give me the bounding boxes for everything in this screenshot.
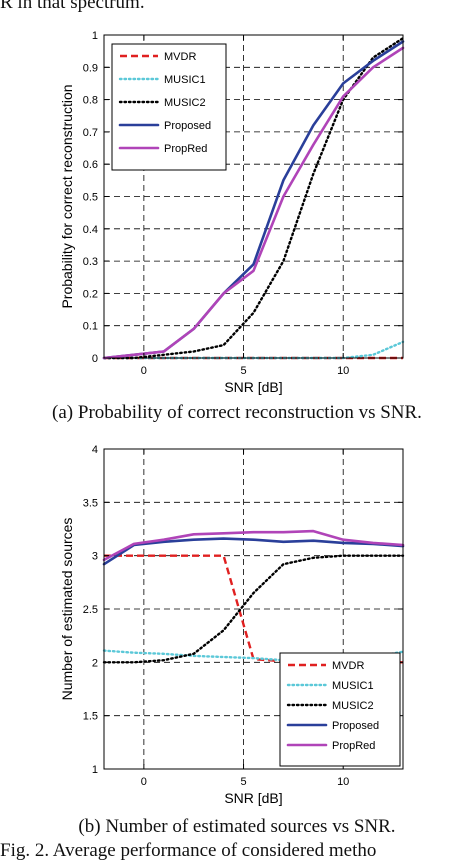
chart-b-series-mvdr: [104, 554, 403, 664]
chart-b-legend-label-propred: PropRed: [332, 740, 375, 752]
chart-b-legend-label-proposed: Proposed: [332, 720, 379, 732]
chart-a-y-tick-label: 0.8: [83, 95, 98, 107]
chart-b-x-axis-label: SNR [dB]: [224, 790, 282, 806]
chart-b-legend-label-music1: MUSIC1: [332, 680, 374, 692]
chart-b-y-tick-label: 3: [92, 551, 98, 563]
chart-a-legend-label-proposed: Proposed: [164, 120, 211, 132]
chart-a-x-tick-label: 10: [337, 365, 349, 377]
chart-b-legend-label-music2: MUSIC2: [332, 700, 374, 712]
chart-b-x-tick-label: 10: [337, 776, 349, 788]
chart-a-x-tick-label: 0: [141, 365, 147, 377]
chart-a-y-tick-label: 0.3: [83, 256, 98, 268]
chart-a-legend-label-mvdr: MVDR: [164, 51, 196, 63]
chart-a-legend-label-propred: PropRed: [164, 143, 207, 155]
chart-b-series-proposed: [102, 537, 405, 566]
chart-a-series-propred: [102, 46, 405, 360]
chart-a-y-tick-label: 0.6: [83, 159, 98, 171]
chart-b-y-axis-label: Number of estimated sources: [59, 518, 75, 701]
chart-a-y-tick-label: 0.7: [83, 127, 98, 139]
chart-b-y-tick-label: 1.5: [83, 711, 98, 723]
chart-b-y-tick-label: 2.5: [83, 604, 98, 616]
chart-a-y-tick-label: 0.1: [83, 321, 98, 333]
chart-a-x-tick-label: 5: [240, 365, 246, 377]
chart-b-series-music2: [102, 554, 405, 664]
chart-b-series-propred: [102, 529, 405, 562]
chart-b-y-tick-label: 4: [92, 444, 98, 456]
chart-probability-vs-snr: 0 5 10 0 0.1 0.2 0.3 0.4 0.5 0.6 0.7 0.8 0.9 1 SNR [dB…: [59, 30, 405, 395]
chart-a-legend-label-music2: MUSIC2: [164, 97, 206, 109]
chart-b-caption: (b) Number of estimated sources vs SNR.: [78, 816, 396, 837]
chart-a-y-tick-label: 1: [92, 30, 98, 42]
chart-b-legend-box: [279, 652, 401, 767]
chart-a-legend: MVDR MUSIC1 MUSIC2 Proposed PropRed: [111, 43, 227, 171]
chart-a-x-axis-label: SNR [dB]: [224, 379, 282, 395]
chart-a-legend-label-music1: MUSIC1: [164, 74, 206, 86]
chart-a-y-tick-label: 0: [92, 353, 98, 365]
chart-b-legend-label-mvdr: MVDR: [332, 660, 364, 672]
chart-a-y-tick-label: 0.9: [83, 62, 98, 74]
header-text-fragment: R in that spectrum.: [0, 0, 145, 13]
chart-a-caption: (a) Probability of correct reconstructio…: [52, 402, 422, 423]
figure-caption: Fig. 2. Average performance of considere…: [0, 840, 377, 861]
chart-b-y-tick-label: 3.5: [83, 497, 98, 509]
chart-a-y-tick-label: 0.5: [83, 192, 98, 204]
chart-b-y-tick-label: 2: [92, 657, 98, 669]
chart-b-y-tick-label: 1: [92, 764, 98, 776]
chart-b-legend: MVDR MUSIC1 MUSIC2 Proposed PropRed: [279, 652, 401, 767]
chart-b-x-tick-label: 0: [141, 776, 147, 788]
chart-a-y-tick-label: 0.2: [83, 288, 98, 300]
chart-a-y-axis-label: Probability for correct reconstruction: [59, 84, 75, 308]
chart-b-x-tick-label: 5: [240, 776, 246, 788]
chart-sources-vs-snr: 0 5 10 1 1.5 2 2.5 3 3.5 4 SNR [dB] Number of estim…: [59, 444, 405, 806]
chart-a-y-tick-label: 0.4: [83, 224, 98, 236]
